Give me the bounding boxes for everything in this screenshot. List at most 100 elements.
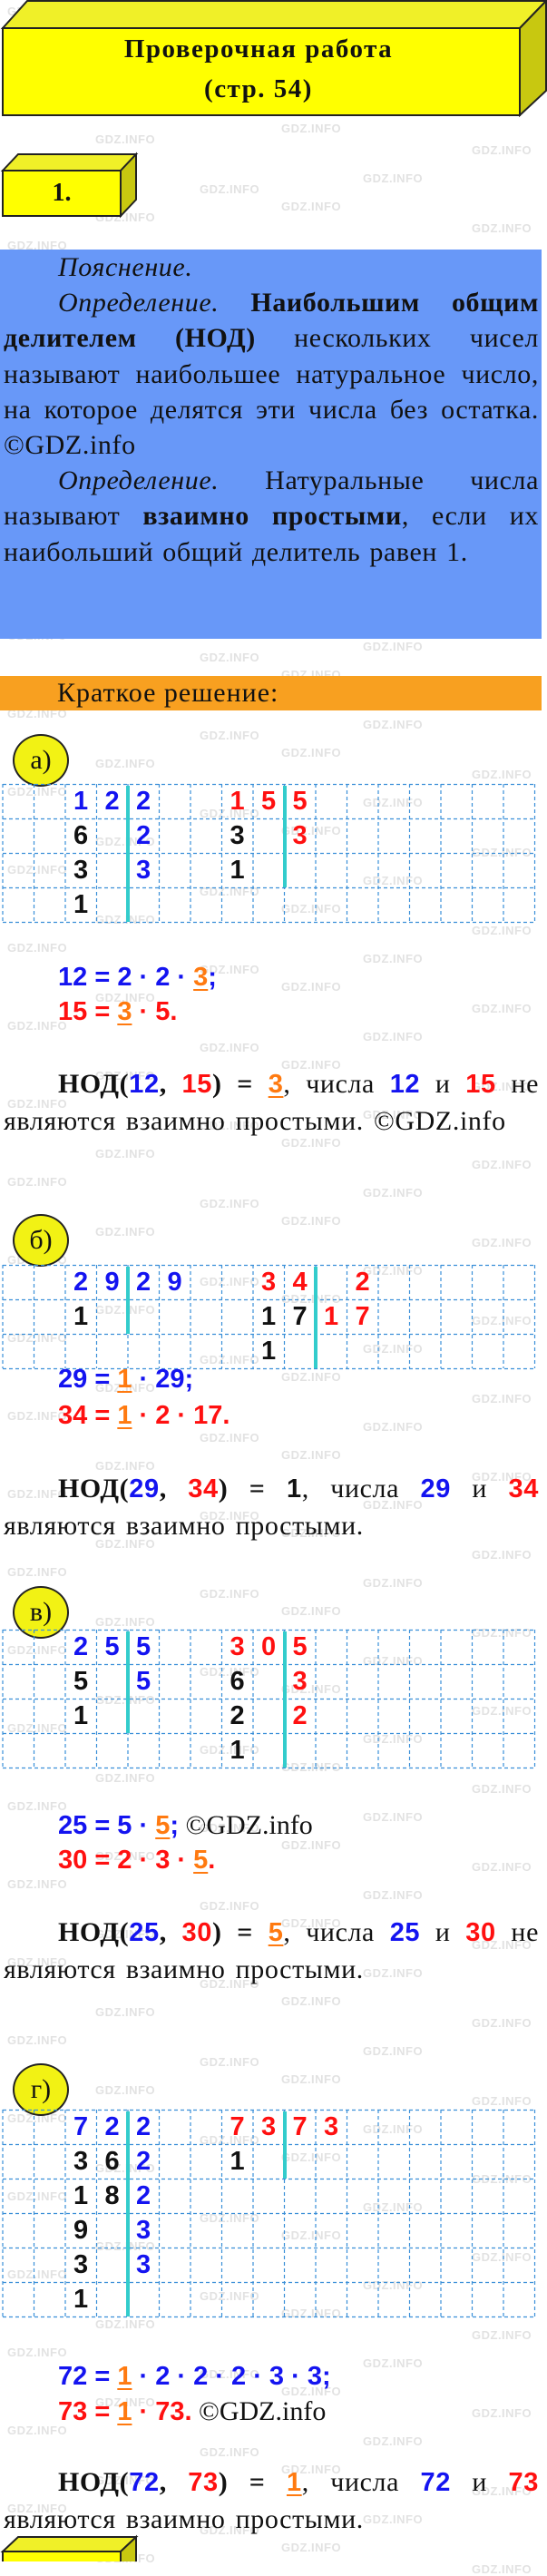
- dividend: 1: [230, 1736, 262, 1765]
- conclusion-part: 34: [188, 1474, 219, 1503]
- equation-part: · 29;: [132, 1365, 194, 1394]
- division-bar: [126, 786, 130, 922]
- dividend: 34: [261, 1268, 325, 1297]
- conclusion-part: 12: [389, 1070, 421, 1099]
- division-bar: [282, 2111, 287, 2179]
- divisor: 3: [136, 856, 168, 885]
- conclusion-part: не являются взаимно просты­ми.: [4, 1917, 540, 1984]
- divisor: 2: [136, 2147, 168, 2176]
- factorization-equation: 30 = 2 · 3 · 5.: [58, 1842, 215, 1878]
- watermark-text: GDZ.INFO: [281, 200, 342, 213]
- watermark-text: GDZ.INFO: [281, 122, 342, 135]
- watermark-text: GDZ.INFO: [200, 1041, 260, 1054]
- watermark-text: GDZ.INFO: [472, 1782, 532, 1796]
- conclusion-part: являются взаимно простыми.: [4, 2503, 364, 2534]
- task-number-box: [0, 152, 139, 219]
- conclusion-part: НОД(: [58, 1474, 130, 1503]
- conclusion-part: и: [450, 2467, 509, 2497]
- equation-part: 5: [193, 1846, 209, 1875]
- division-bar: [126, 1631, 130, 1733]
- watermark-text: GDZ.INFO: [7, 1175, 68, 1189]
- factorization-grid: 25 5 1 5 5 30 6 2 1 5 3 2: [0, 1629, 547, 1769]
- conclusion-part: 12: [129, 1070, 160, 1099]
- equation-part: 1: [117, 1401, 132, 1430]
- factorization-equation: 34 = 1 · 2 · 17.: [58, 1397, 230, 1434]
- watermark-text: GDZ.INFO: [472, 924, 532, 937]
- equation-part: · 73.: [132, 2397, 192, 2426]
- explanation-heading: Пояснение.: [58, 252, 193, 282]
- conclusion-part: ) =: [218, 2467, 287, 2497]
- watermark-text: GDZ.INFO: [95, 2317, 156, 2331]
- watermark-text: GDZ.INFO: [472, 1548, 532, 1562]
- watermark-text: GDZ.INFO: [7, 941, 68, 955]
- divisor: 2: [136, 787, 168, 816]
- conclusion-part: НОД(: [58, 2467, 130, 2497]
- equation-part: 73 =: [58, 2397, 118, 2426]
- conclusion-part: , числа: [283, 1917, 390, 1947]
- divisor: 5: [292, 1632, 325, 1661]
- watermark-text: GDZ.INFO: [95, 2005, 156, 2019]
- brief-solution-label: Краткое решение:: [57, 678, 279, 708]
- watermark-text: GDZ.INFO: [281, 1604, 342, 1618]
- watermark-text: GDZ.INFO: [7, 2033, 68, 2047]
- conclusion-part: ) =: [218, 1474, 287, 1503]
- equation-part: ©GDZ.info: [191, 2396, 327, 2426]
- divisor: 5: [136, 1632, 168, 1661]
- factorization-grid: 29 1 29 34 17 1 2 17: [0, 1264, 547, 1370]
- next-task-box: [0, 2534, 139, 2561]
- watermark-text: GDZ.INFO: [472, 221, 532, 235]
- page-title-line1: Проверочная работа: [123, 34, 394, 64]
- conclusion-part: ) =: [211, 1069, 269, 1099]
- equation-part: · 2 · 2 · 2 · 3 · 3;: [132, 2362, 331, 2391]
- watermark-text: GDZ.INFO: [363, 1576, 424, 1590]
- divisor: 3: [136, 2250, 168, 2279]
- watermark-text: GDZ.INFO: [363, 1810, 424, 1824]
- dividend: 5: [73, 1667, 105, 1696]
- conclusion-part: 30: [465, 1918, 496, 1947]
- watermark-text: GDZ.INFO: [281, 2541, 342, 2554]
- conclusion-part: 1: [286, 2468, 302, 2497]
- watermark-text: GDZ.INFO: [95, 1615, 156, 1629]
- equation-part: .: [208, 1846, 216, 1875]
- watermark-text: GDZ.INFO: [472, 1158, 532, 1171]
- watermark-text: GDZ.INFO: [472, 2094, 532, 2108]
- watermark-text: GDZ.INFO: [472, 768, 532, 781]
- equation-part: 34 =: [58, 1401, 118, 1430]
- conclusion-part: 25: [389, 1918, 421, 1947]
- watermark-text: GDZ.INFO: [281, 1994, 342, 2008]
- factorization-equation: 12 = 2 · 2 · 3;: [58, 959, 217, 995]
- conclusion-part: являются взаимно простыми.: [4, 1510, 364, 1541]
- watermark-text: GDZ.INFO: [281, 980, 342, 994]
- dividend: 6: [73, 821, 105, 850]
- division-bar: [282, 786, 287, 887]
- watermark-text: GDZ.INFO: [95, 1771, 156, 1785]
- conclusion-part: 73: [508, 2468, 539, 2497]
- definition-label: Определение.: [58, 288, 220, 318]
- dividend: 2: [230, 1701, 262, 1730]
- dividend: 1: [230, 2147, 262, 2176]
- conclusion-part: ,: [159, 1474, 189, 1503]
- conclusion-part: ,: [159, 1069, 182, 1099]
- watermark-text: GDZ.INFO: [200, 1587, 260, 1601]
- conclusion-part: 15: [465, 1070, 496, 1099]
- definition-label: Определение.: [58, 465, 220, 496]
- divisor: 2: [136, 2181, 168, 2210]
- watermark-text: GDZ.INFO: [363, 952, 424, 965]
- equation-part: 1: [117, 2397, 132, 2426]
- divisor: 73: [292, 2112, 356, 2141]
- watermark-text: GDZ.INFO: [7, 1565, 68, 1579]
- watermark-text: GDZ.INFO: [281, 1448, 342, 1462]
- watermark-text: GDZ.INFO: [472, 2016, 532, 2030]
- problem-label-badge: г): [13, 2063, 69, 2116]
- conclusion-part: 72: [129, 2468, 160, 2497]
- watermark-text: GDZ.INFO: [363, 718, 424, 731]
- page-title-line2: (стр. 54): [204, 74, 313, 103]
- equation-part: 3: [193, 963, 209, 992]
- watermark-text: GDZ.INFO: [7, 2346, 68, 2359]
- watermark-text: GDZ.INFO: [472, 1236, 532, 1249]
- brief-solution-bar: Краткое решение:: [0, 676, 542, 710]
- equation-part: 5: [155, 1811, 171, 1840]
- divisor: 2: [292, 1701, 325, 1730]
- watermark-text: GDZ.INFO: [200, 1899, 260, 1913]
- equation-part: ;: [170, 1811, 180, 1840]
